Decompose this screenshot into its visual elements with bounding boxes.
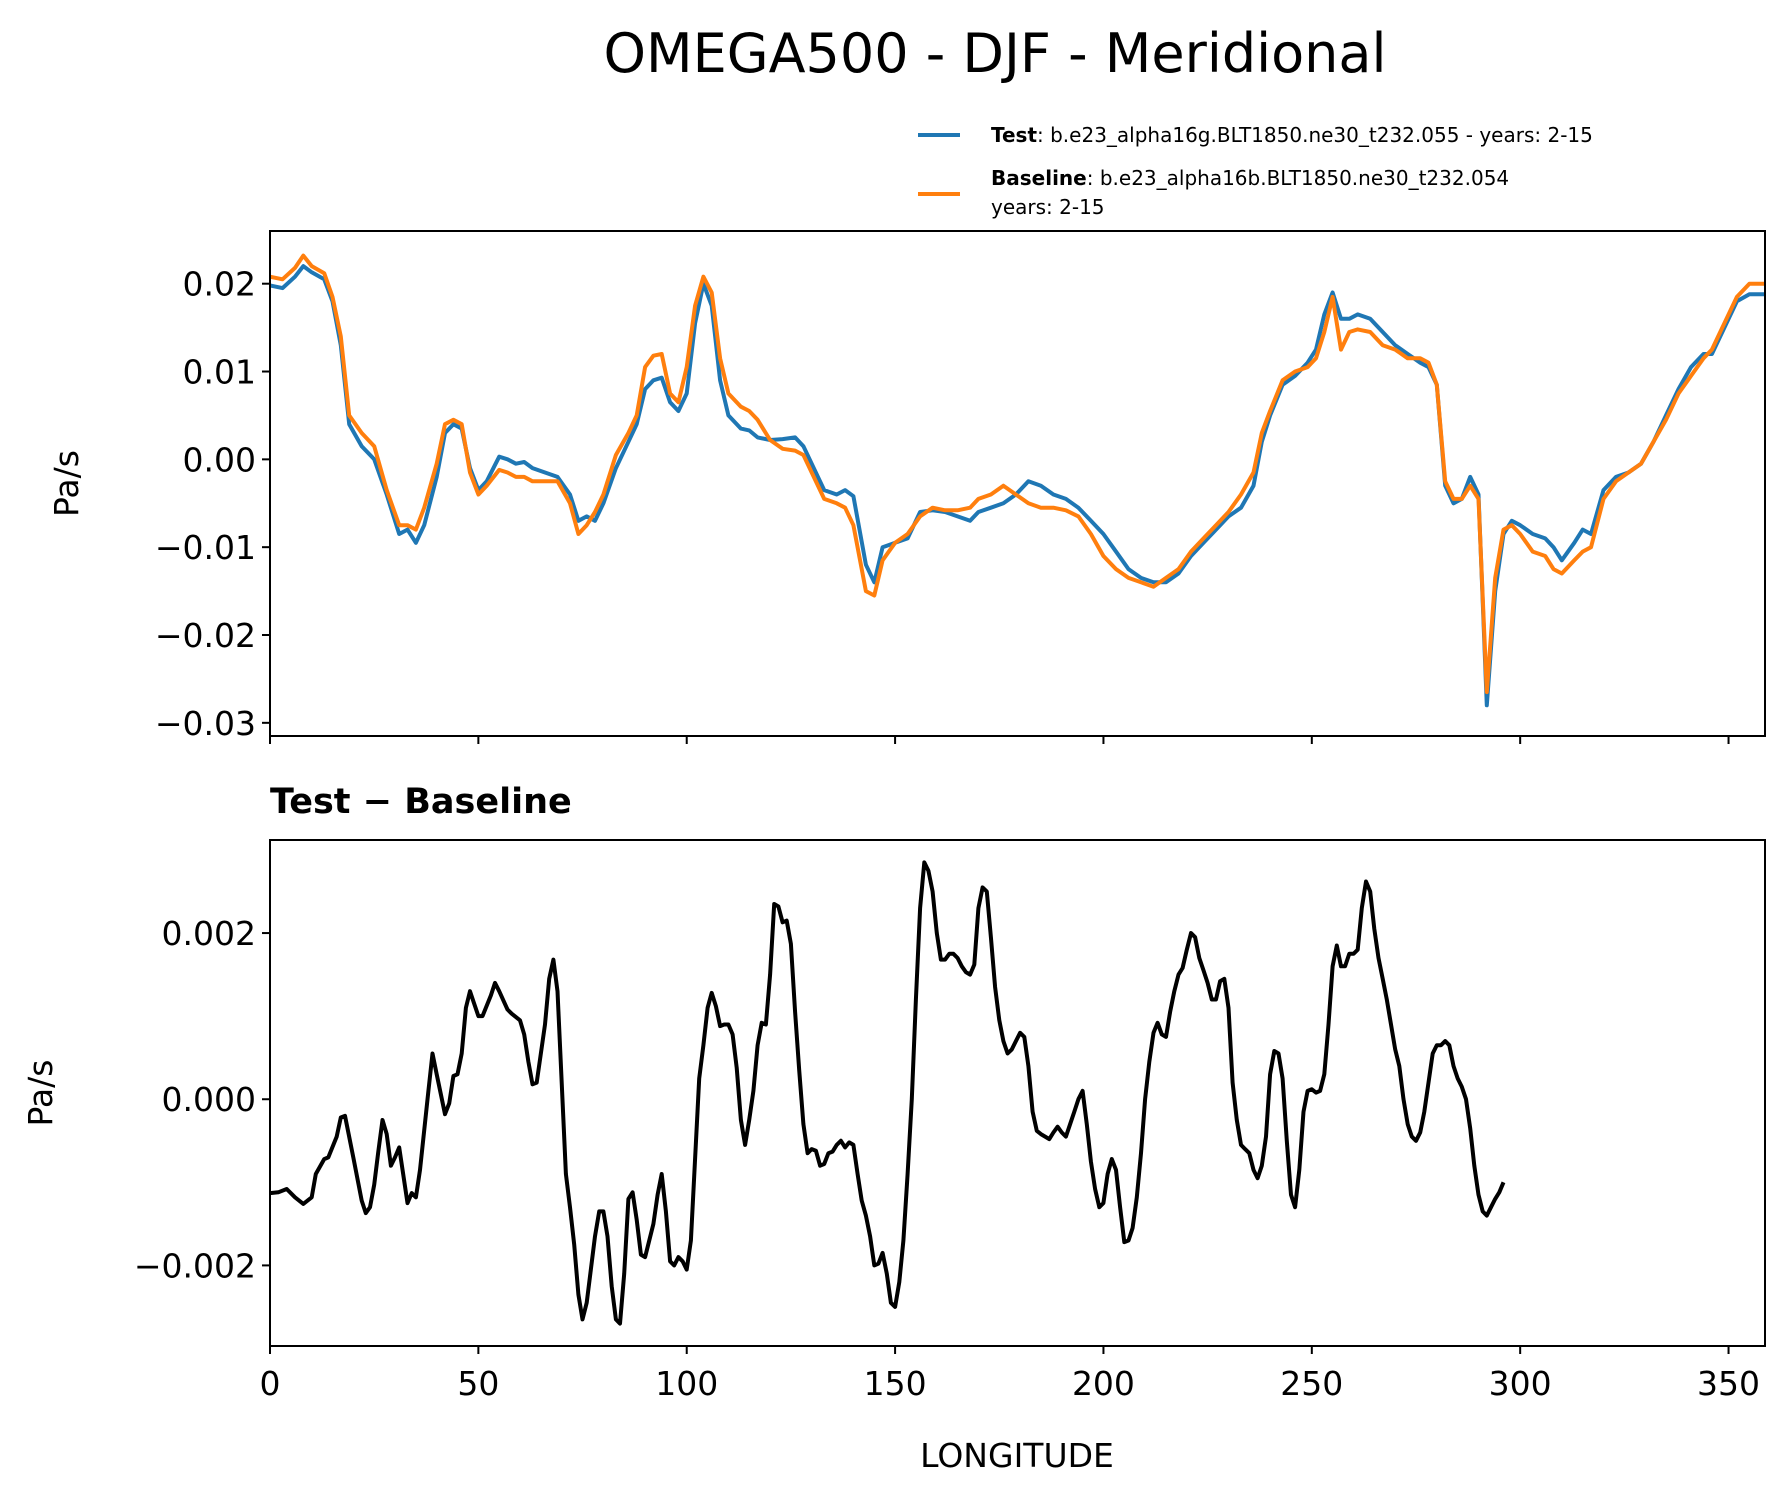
legend-bold-baseline: Baseline <box>991 166 1087 190</box>
legend-label-test: Test: b.e23_alpha16g.BLT1850.ne30_t232.0… <box>991 123 1593 147</box>
bottom-y-tick-label: −0.002 <box>134 1246 256 1285</box>
bottom-y-tick-label: 0.000 <box>162 1080 256 1119</box>
bottom-x-tick-label: 200 <box>1072 1364 1135 1403</box>
difference-panel-title: Test − Baseline <box>270 782 572 822</box>
series-line-test-baseline <box>270 860 1506 1326</box>
bottom-axes-frame <box>269 839 1766 1347</box>
legend-text-baseline-line2: years: 2-15 <box>991 195 1105 219</box>
chart-title: OMEGA500 - DJF - Meridional <box>604 22 1387 85</box>
legend-label-baseline: Baseline: b.e23_alpha16b.BLT1850.ne30_t2… <box>991 166 1509 190</box>
bottom-x-tick-label: 350 <box>1697 1364 1760 1403</box>
bottom-x-tick-label: 0 <box>260 1364 281 1403</box>
legend-text-baseline: : b.e23_alpha16b.BLT1850.ne30_t232.054 <box>1087 166 1509 190</box>
x-axis-label: LONGITUDE <box>920 1436 1114 1475</box>
bottom-x-tick-label: 150 <box>864 1364 927 1403</box>
top-y-tick-label: 0.00 <box>183 440 256 479</box>
series-line-test <box>270 264 1765 708</box>
bottom-x-tick-label: 250 <box>1280 1364 1343 1403</box>
bottom-x-tick-label: 300 <box>1489 1364 1552 1403</box>
bottom-x-tick-label: 100 <box>655 1364 718 1403</box>
legend-text-test: : b.e23_alpha16g.BLT1850.ne30_t232.055 -… <box>1037 123 1593 147</box>
legend-bold-test: Test <box>991 123 1037 147</box>
top-y-axis-label: Pa/s <box>47 450 86 517</box>
top-panel: 0.02 0.01 0.00 −0.01 −0.02 −0.03 Pa/s <box>47 230 1766 744</box>
bottom-y-axis-label: Pa/s <box>21 1060 60 1127</box>
top-y-tick-label: −0.02 <box>155 616 256 655</box>
top-y-tick-label: 0.02 <box>183 265 256 304</box>
bottom-panel: 0.002 0.000 −0.002 0 50 100 150 200 250 300 350 Pa/… <box>21 839 1766 1403</box>
top-axes-frame <box>269 230 1766 737</box>
bottom-x-tick-label: 50 <box>457 1364 499 1403</box>
bottom-y-tick-label: 0.002 <box>162 914 256 953</box>
legend: Test: b.e23_alpha16g.BLT1850.ne30_t232.0… <box>918 123 1593 219</box>
series-line-baseline <box>270 253 1765 695</box>
top-y-tick-label: 0.01 <box>183 353 256 392</box>
top-y-tick-label: −0.03 <box>155 704 256 743</box>
top-y-tick-label: −0.01 <box>155 528 256 567</box>
